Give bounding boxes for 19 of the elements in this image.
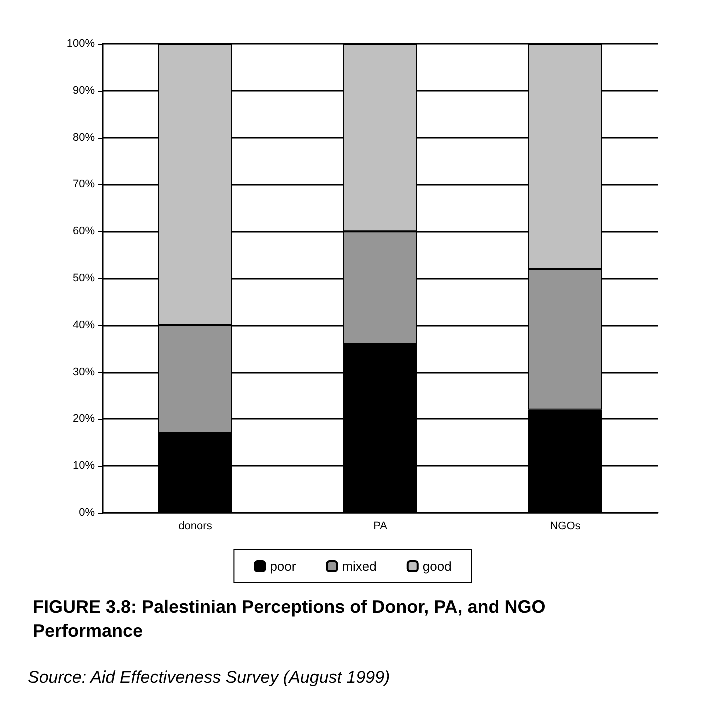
legend-label: poor [270,559,297,574]
y-tick-label: 20% [72,413,96,426]
y-tick-label: 60% [72,226,96,238]
y-tick-label: 80% [72,132,96,144]
y-tick-label: 0% [79,507,96,519]
source-note: Source: Aid Effectiveness Survey (August 1999) [28,668,390,687]
legend-label: good [422,559,452,574]
x-tick-label: donors [178,520,213,532]
x-tick-label: NGOs [550,520,582,532]
y-tick-label: 100% [66,38,96,50]
y-tick-label: 90% [72,84,96,97]
x-tick-label: PA [374,520,388,532]
y-tick-label: 50% [72,272,96,284]
y-tick-label: 30% [72,366,96,378]
y-tick-label: 40% [72,319,96,332]
text: FIGURE 3.8: Palestinian Perceptions of Donor, PA, and NGO Performance [33,597,551,641]
legend-label: mixed [342,559,377,574]
y-tick-label: 10% [72,460,96,472]
y-tick-label: 70% [72,178,96,191]
